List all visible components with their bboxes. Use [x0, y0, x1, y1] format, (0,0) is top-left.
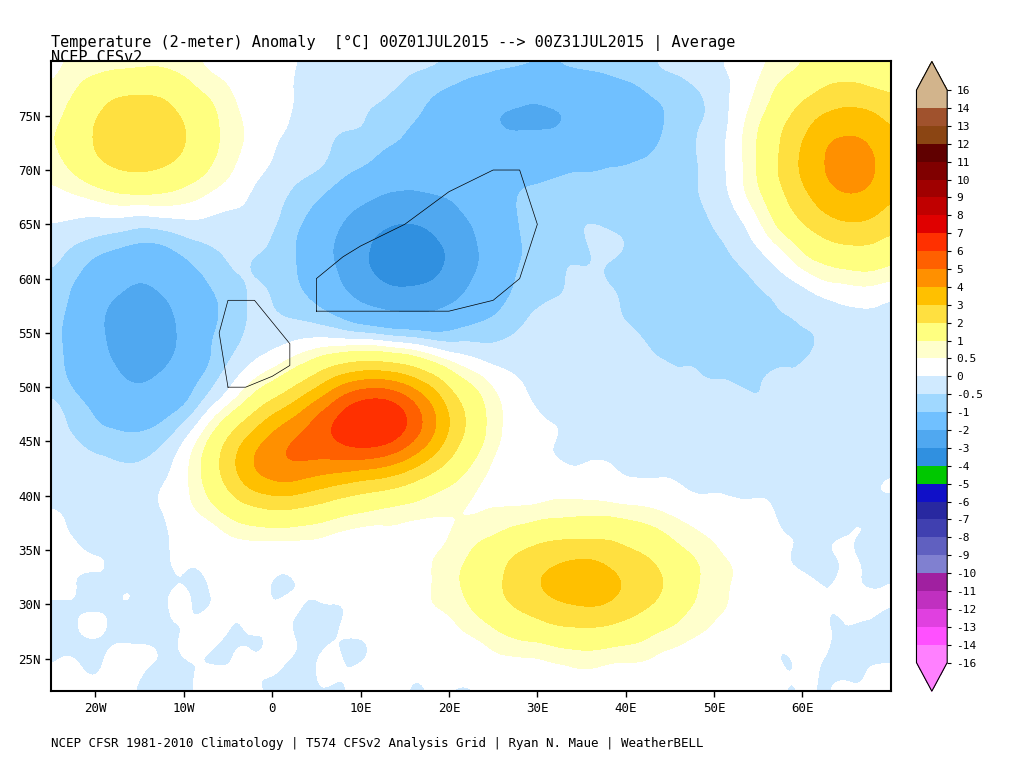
Text: NCEP CFSR 1981-2010 Climatology | T574 CFSv2 Analysis Grid | Ryan N. Maue | Weat: NCEP CFSR 1981-2010 Climatology | T574 C… — [51, 737, 703, 750]
PathPatch shape — [916, 663, 947, 691]
Text: NCEP CFSv2: NCEP CFSv2 — [51, 50, 142, 65]
Text: Temperature (2-meter) Anomaly  [°C] 00Z01JUL2015 --> 00Z31JUL2015 | Average: Temperature (2-meter) Anomaly [°C] 00Z01… — [51, 35, 735, 51]
PathPatch shape — [916, 61, 947, 90]
